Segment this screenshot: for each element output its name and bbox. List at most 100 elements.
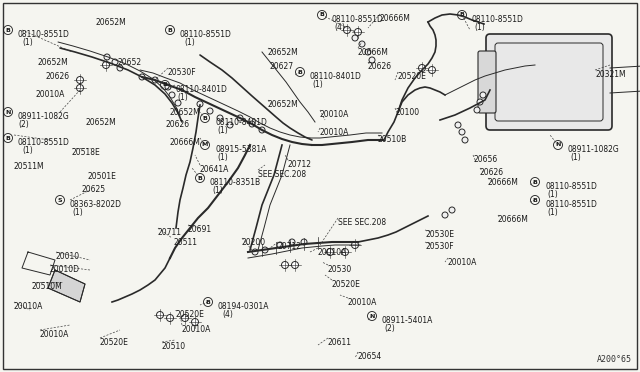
Text: 20200: 20200 (242, 238, 266, 247)
Text: 08911-5401A: 08911-5401A (382, 316, 433, 325)
Text: N: N (5, 109, 11, 115)
Circle shape (477, 99, 483, 105)
Circle shape (252, 249, 258, 255)
Text: 20666M: 20666M (498, 215, 529, 224)
Circle shape (77, 84, 83, 92)
Text: (2): (2) (384, 324, 395, 333)
Text: SEE SEC.208: SEE SEC.208 (258, 170, 306, 179)
Text: 20010A: 20010A (320, 110, 349, 119)
Text: B: B (298, 70, 303, 74)
Text: 20530E: 20530E (425, 230, 454, 239)
Circle shape (165, 84, 171, 90)
Circle shape (104, 54, 110, 60)
Text: 20691: 20691 (188, 225, 212, 234)
Text: 20652M: 20652M (170, 108, 201, 117)
Circle shape (166, 314, 173, 321)
Circle shape (102, 61, 109, 68)
Text: A200°65: A200°65 (597, 355, 632, 364)
Circle shape (429, 67, 435, 74)
Text: 08110-8401D: 08110-8401D (175, 85, 227, 94)
Circle shape (259, 127, 265, 133)
Text: 20530: 20530 (328, 265, 352, 274)
Text: M: M (202, 142, 208, 148)
Text: 20321M: 20321M (595, 70, 626, 79)
Text: 20627: 20627 (270, 62, 294, 71)
Circle shape (289, 239, 295, 245)
Circle shape (117, 65, 123, 71)
Text: 20626: 20626 (45, 72, 69, 81)
Text: 20626: 20626 (165, 120, 189, 129)
Text: 20520E: 20520E (175, 310, 204, 319)
Text: 20652M: 20652M (268, 100, 299, 109)
Circle shape (175, 100, 181, 106)
Text: B: B (163, 83, 168, 87)
Text: B: B (532, 180, 538, 185)
Text: 20010: 20010 (56, 252, 80, 261)
Text: 20510B: 20510B (378, 135, 407, 144)
Circle shape (419, 64, 426, 71)
Text: (1): (1) (547, 190, 557, 199)
Text: 20652M: 20652M (85, 118, 116, 127)
Text: B: B (319, 13, 324, 17)
Circle shape (249, 121, 255, 127)
Text: 08110-8551D: 08110-8551D (545, 200, 597, 209)
Text: 20626: 20626 (480, 168, 504, 177)
Circle shape (449, 207, 455, 213)
Text: 20518E: 20518E (72, 148, 100, 157)
Text: B: B (460, 13, 465, 17)
Text: 08110-8551D: 08110-8551D (472, 15, 524, 24)
Circle shape (197, 101, 203, 107)
Text: 20666M: 20666M (488, 178, 519, 187)
Text: 08110-8551D: 08110-8551D (332, 15, 384, 24)
Text: 20625: 20625 (82, 185, 106, 194)
Circle shape (351, 241, 358, 248)
Circle shape (352, 35, 358, 41)
Text: 08110-8401D: 08110-8401D (310, 72, 362, 81)
Circle shape (455, 122, 461, 128)
Text: 20654: 20654 (358, 352, 382, 361)
Text: 08911-1082G: 08911-1082G (568, 145, 620, 154)
Circle shape (227, 122, 233, 128)
Text: SEE SEC.208: SEE SEC.208 (338, 218, 386, 227)
FancyBboxPatch shape (486, 34, 612, 130)
Polygon shape (48, 270, 85, 302)
Text: 20652: 20652 (118, 58, 142, 67)
Text: 08110-8351B: 08110-8351B (210, 178, 261, 187)
Text: S: S (58, 198, 62, 202)
Text: (1): (1) (217, 153, 228, 162)
Text: (1): (1) (474, 23, 484, 32)
Text: (1): (1) (312, 80, 323, 89)
Text: 08110-8551D: 08110-8551D (18, 30, 70, 39)
Text: 08110-8551D: 08110-8551D (180, 30, 232, 39)
Text: 20666M: 20666M (358, 48, 389, 57)
Text: 20010A: 20010A (14, 302, 44, 311)
Text: 20520E: 20520E (100, 338, 129, 347)
Circle shape (217, 115, 223, 121)
Circle shape (369, 57, 375, 63)
Circle shape (480, 92, 486, 98)
Text: 20010A: 20010A (348, 298, 378, 307)
Text: 20652M: 20652M (38, 58, 68, 67)
Text: B: B (205, 299, 211, 305)
Text: B: B (6, 28, 10, 32)
Circle shape (207, 108, 213, 114)
Text: 20010A: 20010A (318, 248, 348, 257)
Circle shape (262, 247, 268, 253)
Circle shape (282, 262, 289, 269)
Text: (1): (1) (22, 146, 33, 155)
Text: 20010A: 20010A (448, 258, 477, 267)
Circle shape (237, 115, 243, 121)
Text: 20530F: 20530F (168, 68, 196, 77)
Circle shape (442, 212, 448, 218)
Text: B: B (168, 28, 172, 32)
Text: 08911-1082G: 08911-1082G (18, 112, 70, 121)
Text: 08363-8202D: 08363-8202D (70, 200, 122, 209)
Circle shape (301, 239, 307, 245)
Text: B: B (6, 135, 10, 141)
Circle shape (112, 59, 118, 65)
Text: 20530F: 20530F (425, 242, 454, 251)
Text: 20520E: 20520E (398, 72, 427, 81)
Text: 08110-8401D: 08110-8401D (215, 118, 267, 127)
Text: 20656: 20656 (473, 155, 497, 164)
Text: 20010A: 20010A (182, 325, 211, 334)
